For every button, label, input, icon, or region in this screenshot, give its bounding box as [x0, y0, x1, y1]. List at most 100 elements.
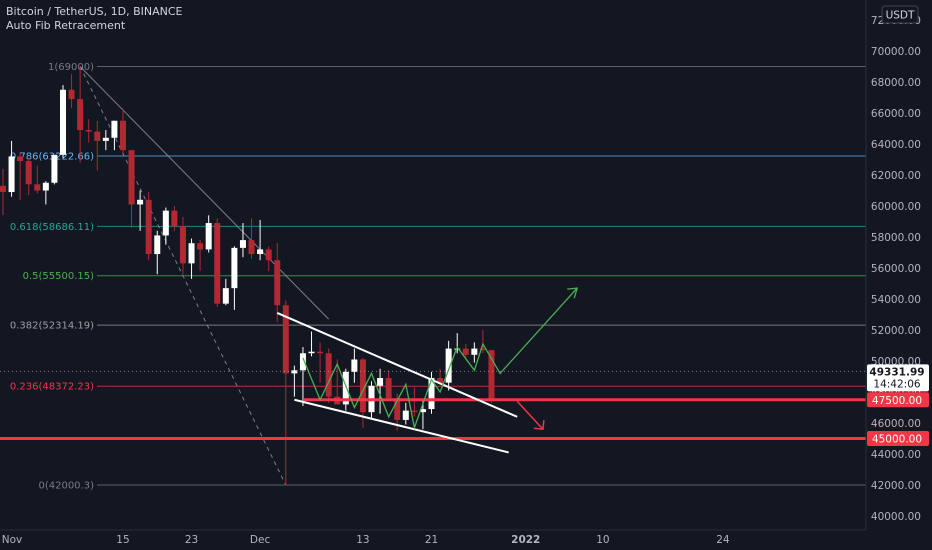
price-tick-label: 58000.00 [871, 232, 921, 244]
candle-body [385, 378, 392, 399]
support-price-tag [867, 431, 929, 446]
candle-body [479, 348, 486, 351]
candle-body [428, 378, 435, 410]
candle-body [419, 409, 426, 413]
price-tick-label: 70000.00 [871, 46, 921, 58]
current-price-label: 49331.99 [869, 366, 924, 378]
candle-body [128, 150, 135, 205]
zigzag-projection [302, 287, 579, 431]
price-tick-label: 46000.00 [871, 418, 921, 430]
price-tick-label: 64000.00 [871, 139, 921, 151]
price-axis[interactable]: 40000.0042000.0044000.0046000.0048000.00… [871, 15, 921, 523]
symbol-title[interactable]: Bitcoin / TetherUS, 1D, BINANCE [6, 5, 183, 18]
time-tick-label: 13 [356, 534, 369, 546]
candle-body [437, 378, 444, 383]
price-tick-label: 44000.00 [871, 449, 921, 461]
candle-body [257, 249, 264, 255]
candle-body [291, 370, 298, 374]
price-tick-label: 40000.00 [871, 511, 921, 523]
candle-body [171, 210, 178, 227]
candle-body [188, 243, 195, 264]
candle-body [34, 184, 41, 191]
indicator-title[interactable]: Auto Fib Retracement [6, 19, 126, 32]
candle-body [377, 378, 384, 386]
candle-body [299, 353, 306, 371]
candle-body [59, 89, 66, 155]
candle-body [8, 156, 15, 193]
candle-body [137, 199, 144, 205]
support-price-label: 45000.00 [872, 434, 922, 446]
wedge-line [276, 312, 518, 418]
time-tick-label: 21 [425, 534, 438, 546]
candle-body [274, 260, 281, 306]
candle-body [222, 288, 229, 304]
fib-label: 0.5(55500.15) [23, 271, 95, 282]
price-tick-label: 54000.00 [871, 294, 921, 306]
price-tick-label: 68000.00 [871, 77, 921, 89]
price-tick-label: 52000.00 [871, 325, 921, 337]
candles [0, 66, 495, 485]
candle-body [488, 350, 495, 400]
candle-body [462, 348, 469, 355]
time-tick-label: 2022 [511, 534, 540, 546]
candle-body [411, 410, 418, 413]
candle-body [162, 210, 169, 236]
candle-body [359, 359, 366, 413]
support-lines [0, 398, 866, 440]
currency-button[interactable]: USDT [881, 5, 919, 24]
price-tick-label: 60000.00 [871, 201, 921, 213]
dashed-trendline [79, 66, 287, 486]
candle-body [317, 351, 324, 354]
candle-body [471, 348, 478, 355]
candle-body [111, 120, 118, 138]
candle-body [325, 353, 332, 397]
down-arrowhead [533, 420, 545, 431]
fib-label: 0.382(52314.19) [10, 321, 94, 332]
candle-body [94, 131, 101, 141]
support-price-tag [867, 392, 929, 408]
candle-body [85, 130, 92, 132]
candle-body [77, 99, 84, 131]
candle-body [282, 305, 289, 374]
solid-trendline [79, 66, 330, 320]
candle-body [197, 243, 204, 250]
candle-body [308, 351, 315, 354]
candle-body [239, 240, 246, 248]
candle-body [179, 226, 186, 264]
candle-body [154, 235, 161, 255]
candle-body [0, 185, 6, 193]
candle-body [342, 371, 349, 405]
fib-label: 0(42000.3) [38, 480, 94, 491]
wedge-line [294, 398, 509, 454]
candle-body [145, 199, 152, 255]
candle-body [102, 137, 109, 141]
candle-body [51, 154, 58, 183]
price-tick-label: 56000.00 [871, 263, 921, 275]
candle-body [68, 89, 75, 100]
candle-body [42, 182, 49, 191]
candle-body [205, 223, 212, 250]
trendlines [79, 66, 330, 486]
fib-label: 1(69000) [48, 62, 94, 73]
fib-label: 0.618(58686.11) [10, 222, 94, 233]
candle-body [454, 348, 461, 350]
current-price-tag [867, 364, 929, 392]
wedge-lines [276, 312, 518, 454]
candle-body [445, 348, 452, 383]
zigzag-path [302, 287, 578, 431]
support-price-label: 47500.00 [872, 395, 922, 407]
time-tick-label: 23 [185, 534, 198, 546]
up-arrowhead [567, 287, 579, 299]
time-tick-label: 24 [716, 534, 730, 546]
candle-body [394, 398, 401, 420]
time-tick-label: 10 [596, 534, 609, 546]
candle-body [214, 223, 221, 304]
candle-body [248, 240, 255, 255]
time-tick-label: 15 [116, 534, 129, 546]
currency-label: USDT [886, 10, 915, 22]
time-axis[interactable]: Nov 15 23 Dec 13 21 2022 10 24 [2, 534, 730, 546]
candle-body [402, 410, 409, 420]
